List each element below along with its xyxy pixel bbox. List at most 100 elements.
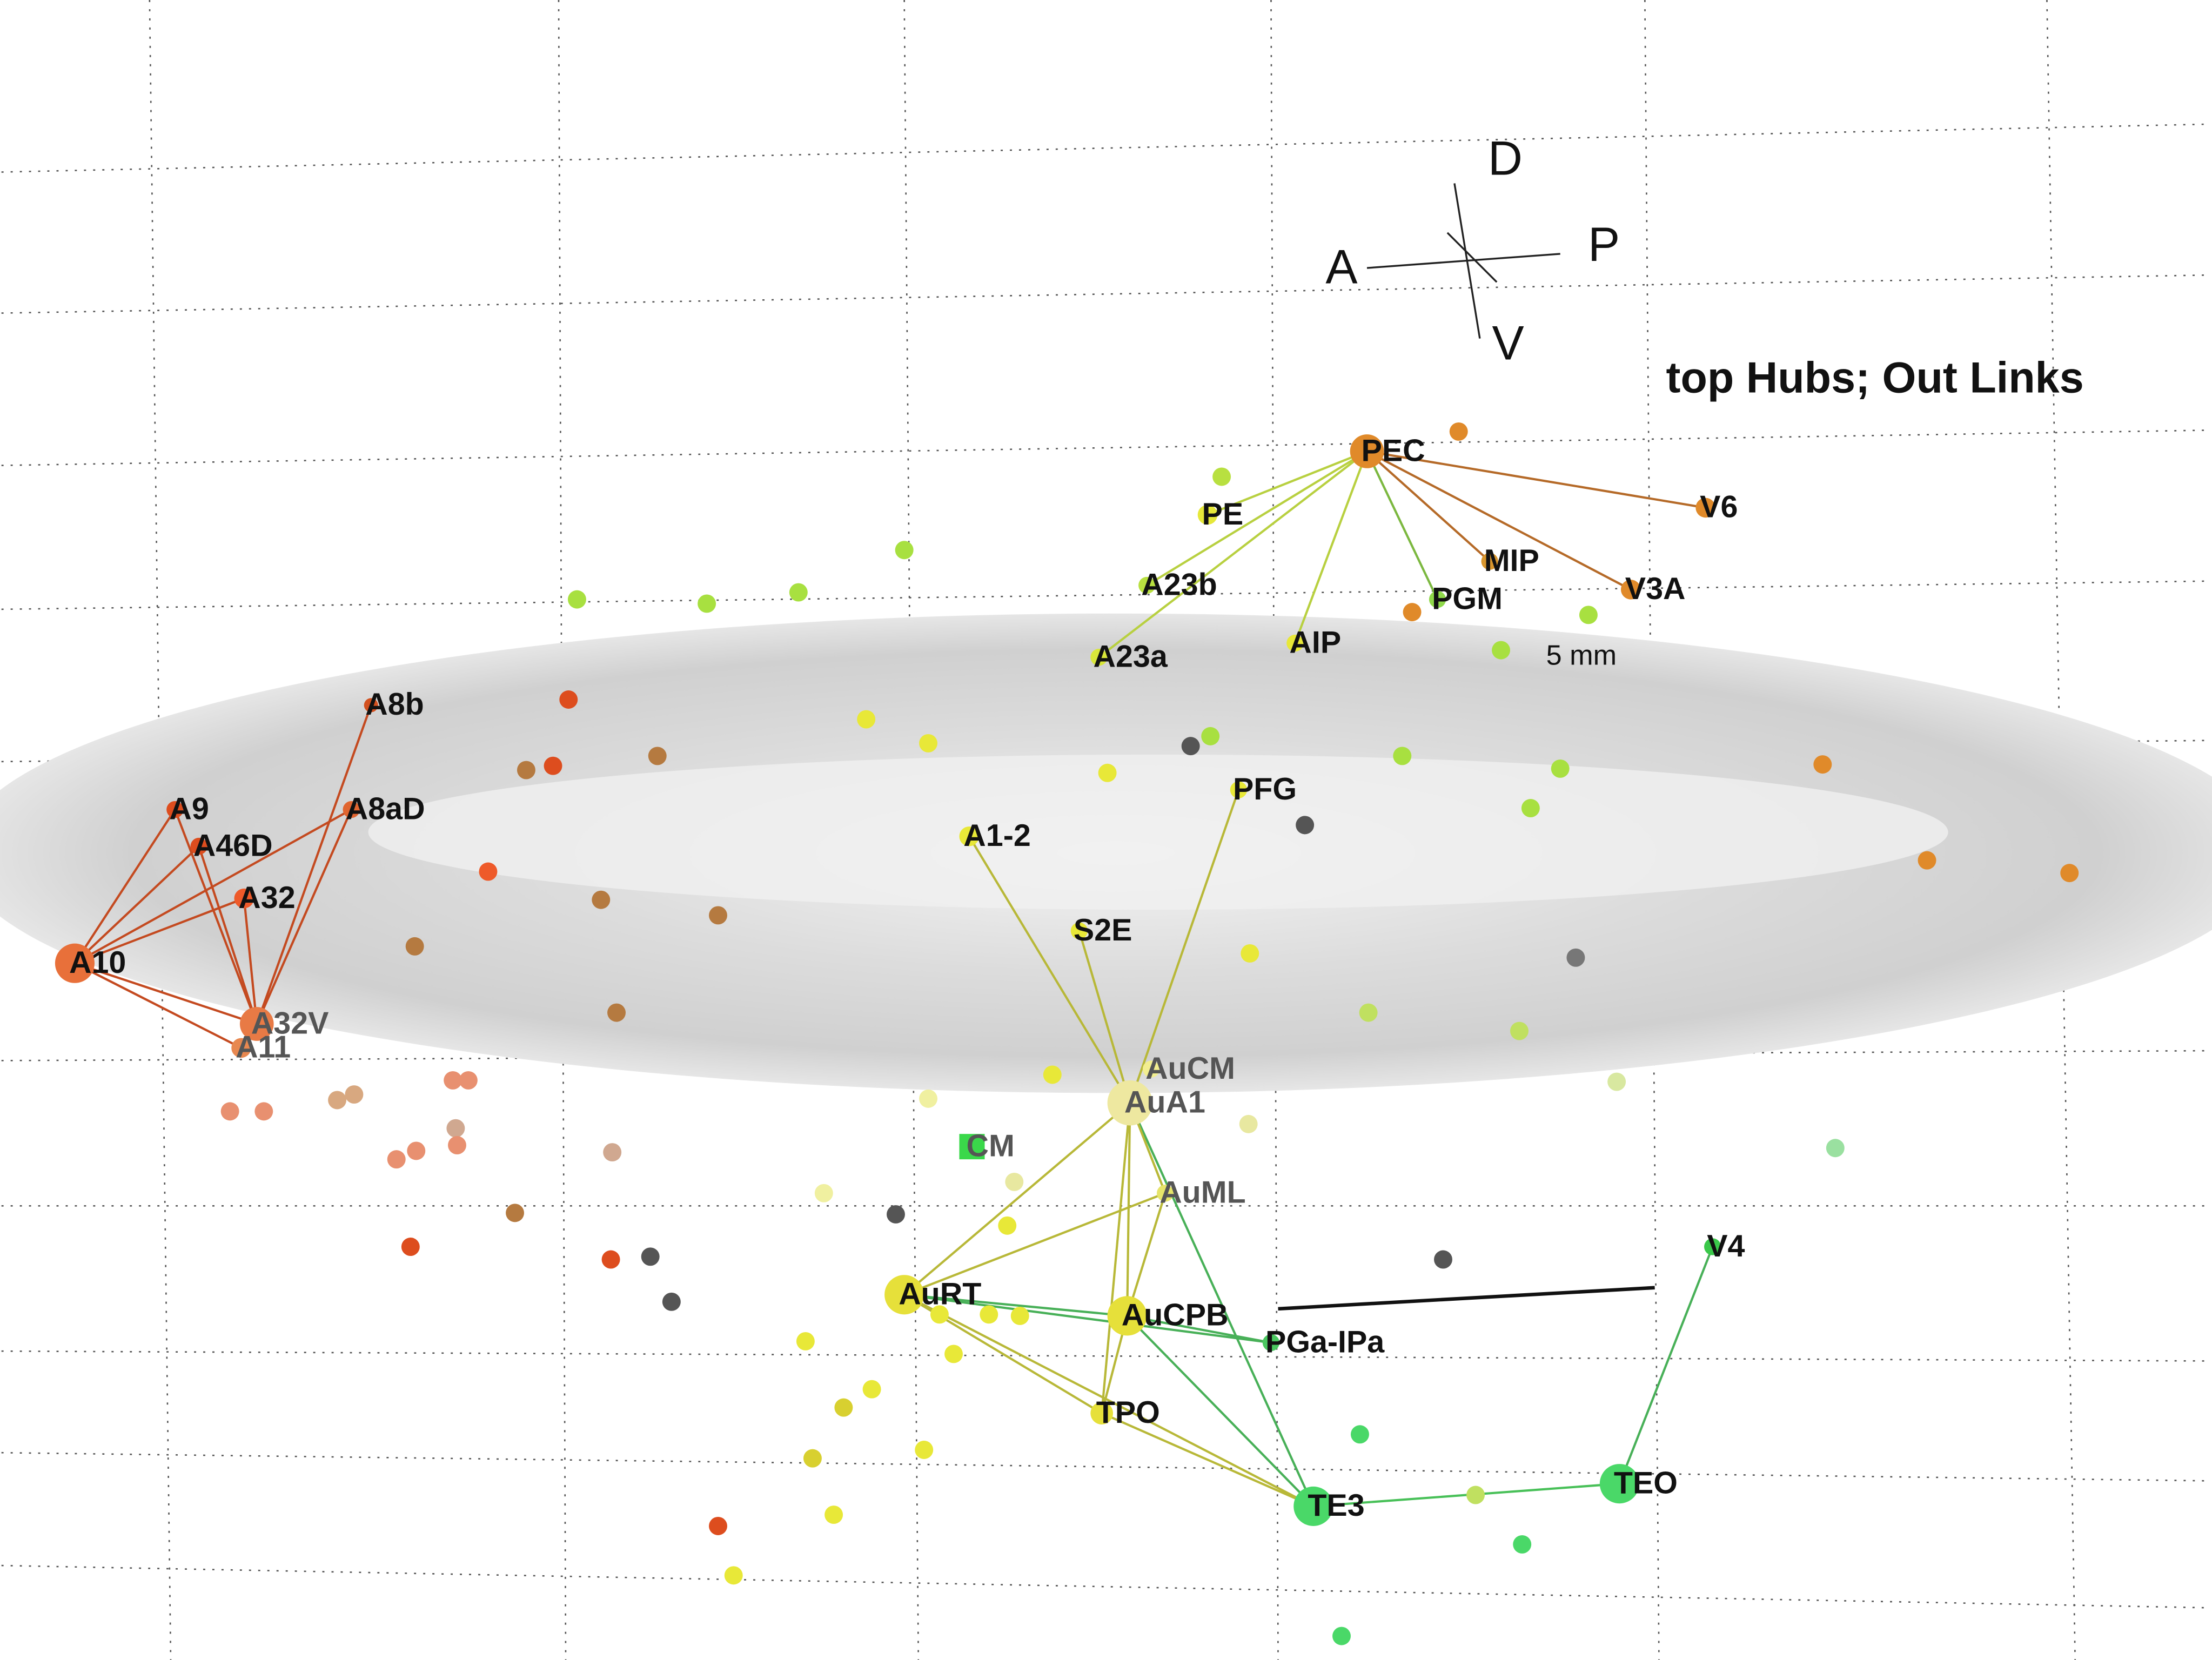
node-label: PEC — [1362, 433, 1425, 468]
node-dot — [592, 890, 611, 909]
node-label: AIP — [1289, 625, 1341, 660]
node-dot — [401, 1238, 420, 1256]
node-dot — [506, 1204, 525, 1222]
node-label: CM — [967, 1128, 1015, 1163]
node-label: A23b — [1141, 567, 1217, 602]
node-label: TEO — [1614, 1466, 1678, 1500]
edge — [968, 836, 1131, 1104]
node — [1090, 1402, 1114, 1424]
edge — [256, 704, 372, 1025]
node-dot — [517, 761, 535, 779]
edge — [1146, 450, 1368, 587]
edge — [903, 1102, 1131, 1296]
node-label: A1-2 — [963, 818, 1030, 853]
unlabeled-nodes — [220, 422, 2079, 1645]
node-dot — [825, 1506, 843, 1524]
node-dot — [724, 1566, 743, 1585]
node-dot — [1393, 747, 1412, 765]
node-dot — [1813, 755, 1832, 774]
orientation-anterior: A — [1325, 240, 1358, 294]
node — [166, 801, 184, 818]
node — [1429, 590, 1446, 608]
node-dot — [405, 937, 424, 956]
node-dot — [796, 1332, 815, 1350]
node — [364, 698, 378, 713]
edge — [1098, 450, 1368, 658]
node-dot — [345, 1085, 364, 1104]
node-dot — [601, 1250, 620, 1269]
orientation-ventral: V — [1492, 317, 1524, 370]
node-dot — [407, 1141, 426, 1160]
node-dot — [1403, 603, 1422, 622]
node-dot — [1466, 1486, 1485, 1504]
node-label: S2E — [1074, 913, 1132, 947]
node-label: AuCPB — [1122, 1298, 1229, 1333]
node-dot — [1359, 1003, 1378, 1022]
node-dot — [803, 1449, 822, 1468]
edge — [1129, 1102, 1315, 1507]
edge — [1207, 450, 1368, 516]
node-dot — [1043, 1065, 1062, 1084]
edge — [1366, 450, 1632, 591]
edge — [256, 809, 353, 1025]
node-label: A32V — [251, 1006, 329, 1040]
node-dot — [607, 1003, 626, 1022]
edge — [904, 1293, 1128, 1318]
node — [1262, 1334, 1280, 1352]
node — [884, 1275, 924, 1315]
node-dot — [1296, 816, 1315, 835]
node — [1230, 781, 1248, 798]
edge — [1366, 450, 1706, 509]
node-dot — [1826, 1139, 1845, 1158]
node-dot — [1239, 1114, 1258, 1133]
node-label: A9 — [169, 791, 209, 826]
edge — [903, 1293, 1314, 1508]
edge — [74, 962, 242, 1049]
node-square — [959, 1134, 985, 1160]
node-dot — [1098, 763, 1117, 782]
node — [1695, 498, 1715, 518]
node-dot — [446, 1119, 465, 1138]
edge — [73, 809, 176, 964]
node-label: AuA1 — [1124, 1085, 1205, 1119]
node — [1142, 1060, 1160, 1078]
node-dot — [895, 541, 914, 560]
node-dot — [662, 1292, 681, 1311]
node — [239, 1007, 274, 1041]
node-label: A46D — [193, 828, 273, 863]
node-dot — [328, 1091, 347, 1110]
node-dot — [887, 1205, 905, 1224]
node — [231, 1038, 251, 1058]
edge — [1101, 1103, 1131, 1414]
edge — [903, 1192, 1166, 1296]
node — [1481, 553, 1498, 570]
orientation-cross — [1366, 183, 1560, 339]
node-dot — [220, 1102, 239, 1121]
node-label: TPO — [1096, 1395, 1160, 1430]
edge — [1127, 1314, 1271, 1344]
node — [55, 943, 95, 983]
node-dot — [915, 1441, 934, 1459]
scale-bar-label: 5 mm — [1546, 640, 1617, 671]
edge — [1126, 1315, 1315, 1507]
node-dot — [1449, 422, 1468, 441]
cortex-slab-highlight — [368, 754, 1948, 910]
node-dot — [1566, 948, 1585, 967]
node-label: PE — [1202, 497, 1244, 532]
edge — [1366, 450, 1491, 562]
node-dot — [1212, 467, 1231, 486]
node-dot — [1332, 1627, 1351, 1645]
edge — [1126, 1103, 1131, 1316]
node — [1286, 634, 1304, 652]
node-label: V4 — [1707, 1229, 1745, 1264]
node-dot — [648, 747, 667, 765]
node — [1107, 1080, 1153, 1126]
figure-title: top Hubs; Out Links — [1666, 353, 2084, 402]
node-dot — [1607, 1072, 1626, 1091]
node-dot — [603, 1143, 622, 1162]
node-label: TE3 — [1308, 1488, 1364, 1523]
node — [190, 837, 207, 855]
node-dot — [698, 594, 716, 613]
node-dot — [254, 1102, 273, 1121]
